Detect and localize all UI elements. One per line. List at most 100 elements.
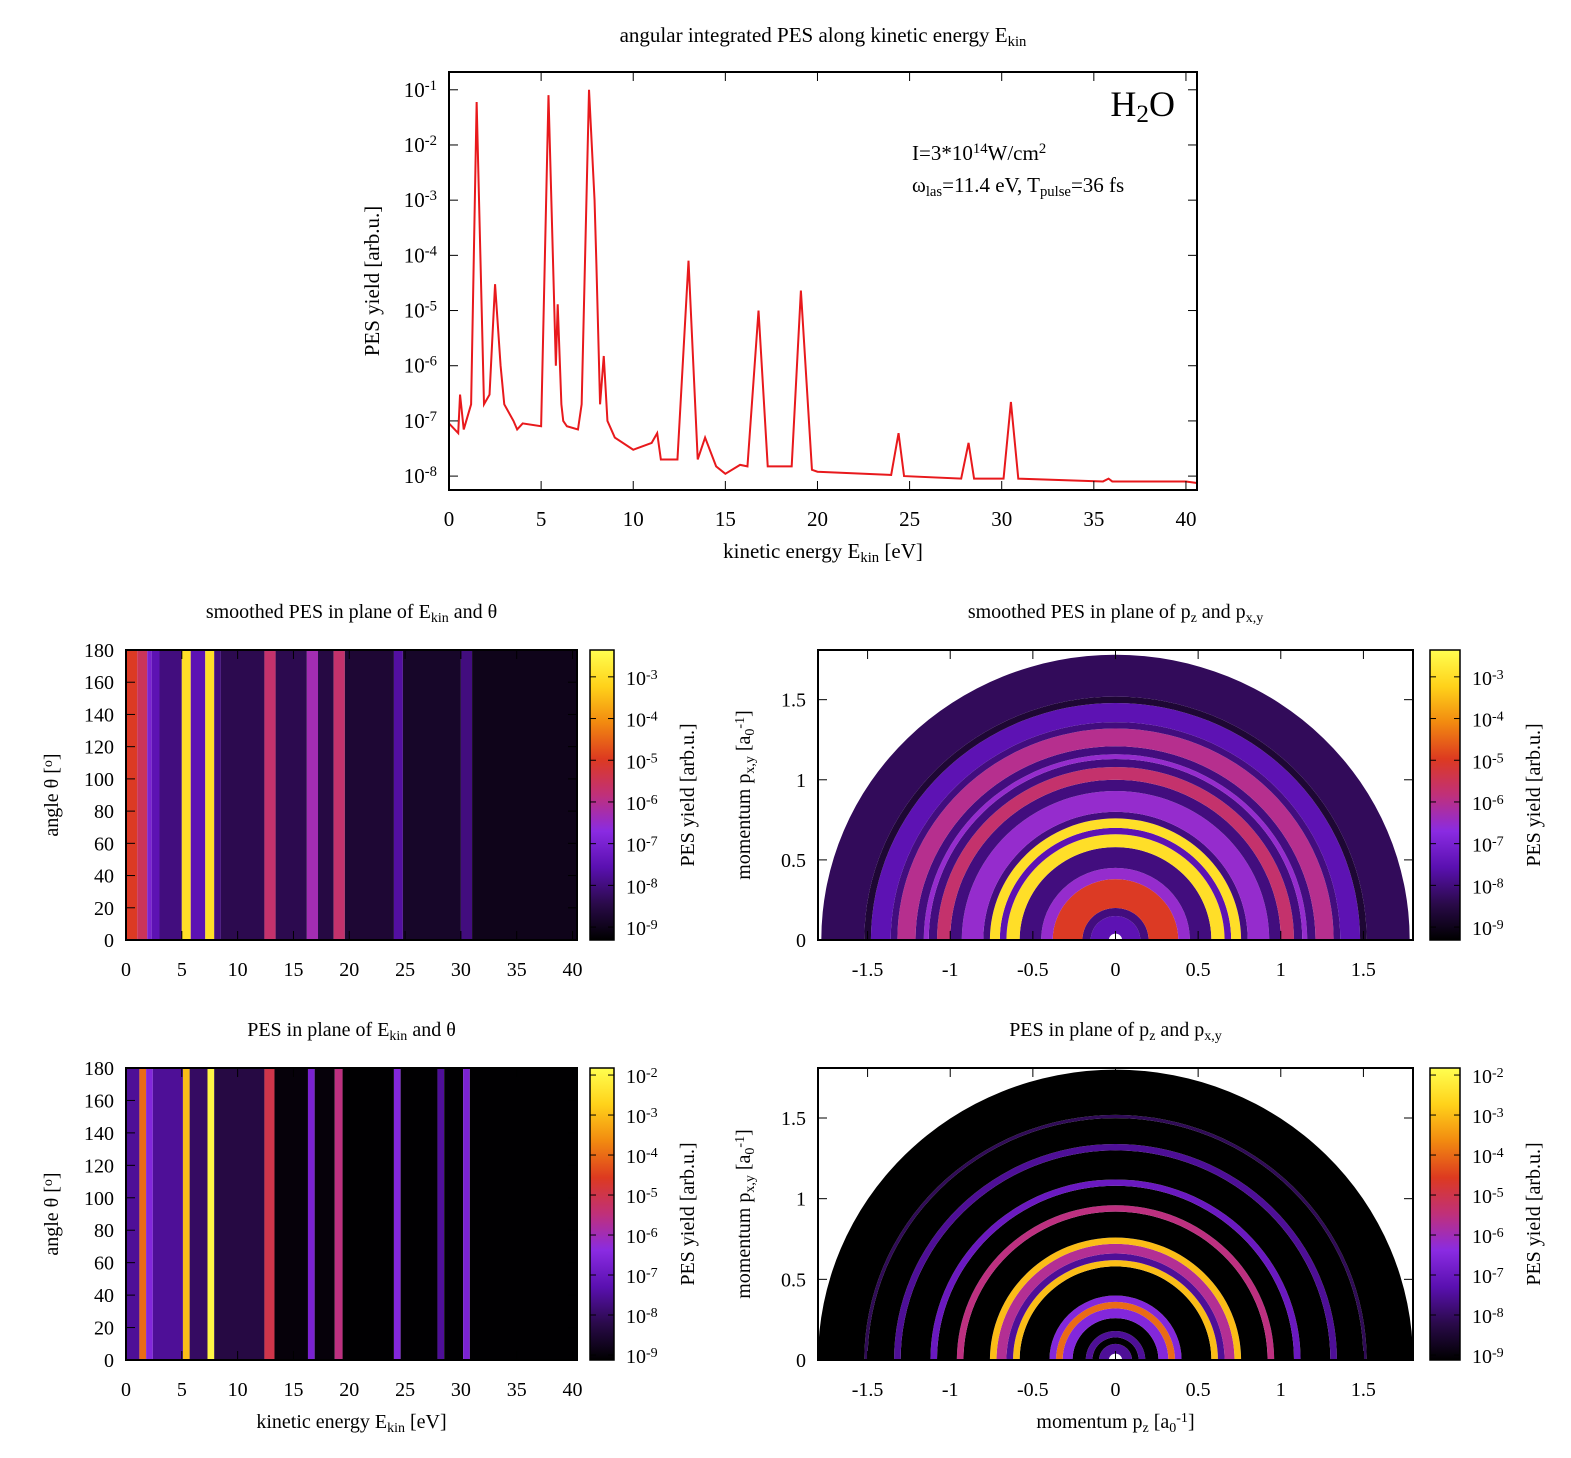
text-part: pulse: [1040, 184, 1071, 200]
heatmap-cell: [137, 650, 148, 940]
x-tick-label: 1.5: [1351, 959, 1376, 981]
text-part: -9: [1492, 918, 1504, 933]
x-axis-label: momentum pz [a0-1]: [1036, 1411, 1194, 1436]
text-part: las: [926, 184, 943, 200]
x-tick-label: 25: [899, 507, 920, 531]
text-part: -1: [425, 78, 437, 94]
ring: [900, 1150, 1331, 1360]
text-part: 10: [626, 668, 646, 690]
text-part: -8: [646, 1306, 658, 1321]
text-part: [a: [733, 735, 755, 756]
colorbar-tick-label: 10-3: [1472, 1106, 1504, 1128]
text-part: angle θ [: [41, 1186, 63, 1256]
panel: 0 5 10 15 20 25 30 35 4010-810-710-610-510-410-3…: [360, 23, 1198, 566]
ring: [1041, 867, 1190, 940]
text-part: 14: [973, 141, 988, 157]
text-part: -6: [1492, 1226, 1504, 1241]
text-part: 10: [1472, 751, 1492, 773]
heatmap-cell: [437, 1068, 445, 1360]
colorbar-tick-label: 10-2: [1472, 1066, 1504, 1088]
text-part: -7: [646, 834, 658, 849]
text-part: -5: [646, 751, 658, 766]
x-tick-label: -0.5: [1017, 1379, 1049, 1401]
heatmap-cell: [314, 1068, 335, 1360]
text-part: -3: [1492, 1106, 1504, 1121]
heatmap-cell: [205, 650, 215, 940]
text-part: H: [1110, 84, 1136, 124]
text-part: angular integrated PES along kinetic ene…: [620, 23, 1008, 47]
text-part: 10: [1472, 1266, 1492, 1288]
ring: [1019, 847, 1212, 940]
ring: [1049, 1295, 1182, 1360]
y-tick-label: 140: [84, 704, 114, 726]
text-part: -9: [646, 918, 658, 933]
text-part: -3: [425, 188, 437, 204]
ring: [1092, 1337, 1139, 1360]
heatmap-cell: [469, 1068, 577, 1360]
y-tick-label: 10-1: [404, 78, 437, 102]
x-tick-label: 35: [1083, 507, 1104, 531]
text-part: 10: [1472, 1226, 1492, 1248]
text-part: -8: [425, 464, 437, 480]
x-tick-label: 25: [395, 959, 415, 981]
x-tick-label: 30: [451, 1379, 471, 1401]
text-part: 10: [1472, 918, 1492, 940]
colorbar-tick-label: 10-9: [626, 1346, 658, 1368]
text-part: 10: [404, 299, 425, 323]
data-line: [448, 89, 1198, 484]
colorbar-tick-label: 10-6: [1472, 1226, 1504, 1248]
x-tick-label: 15: [283, 959, 303, 981]
heatmap-cell: [264, 650, 276, 940]
text-part: 2: [1136, 101, 1149, 128]
colorbar-tick-label: 10-6: [626, 793, 658, 815]
y-tick-label: 0.5: [781, 850, 806, 872]
text-part: kin: [389, 1029, 407, 1044]
y-tick-label: 1: [796, 770, 806, 792]
y-tick-label: 160: [84, 1090, 114, 1112]
text-part: -4: [646, 1146, 658, 1161]
colorbar-tick-label: 10-3: [1472, 668, 1504, 690]
colorbar: [1429, 649, 1461, 941]
heatmap-cell: [402, 650, 461, 940]
heatmap-cell: [207, 1068, 215, 1360]
text-part: 0: [743, 729, 758, 736]
y-tick-label: 10-3: [404, 188, 437, 212]
text-part: I=3*10: [912, 141, 973, 165]
ring: [961, 790, 1270, 940]
ring: [963, 1211, 1268, 1360]
text-part: and p: [1197, 601, 1246, 623]
heatmap-cell: [275, 650, 307, 940]
colorbar-tick-label: 10-2: [626, 1066, 658, 1088]
text-part: -2: [646, 1066, 658, 1081]
heatmap-cell: [393, 650, 403, 940]
heatmap-cell: [152, 1068, 183, 1360]
text-part: -4: [1492, 709, 1504, 724]
text-part: 10: [404, 243, 425, 267]
ring: [821, 654, 1410, 940]
ring: [1085, 1330, 1146, 1360]
x-tick-label: 1: [1276, 959, 1286, 981]
text-part: -7: [1492, 834, 1504, 849]
text-part: momentum p: [1036, 1411, 1142, 1433]
text-part: 10: [404, 409, 425, 433]
heatmap-cell: [306, 650, 319, 940]
heatmap-cell: [181, 650, 191, 940]
text-part: 10: [1472, 1066, 1492, 1088]
colorbar-tick-label: 10-4: [626, 709, 658, 731]
colorbar-tick-label: 10-4: [1472, 709, 1504, 731]
text-part: -2: [1492, 1066, 1504, 1081]
text-part: kin: [860, 550, 879, 566]
ring: [1056, 1301, 1175, 1360]
x-tick-label: 40: [1175, 507, 1196, 531]
y-tick-label: 20: [94, 1318, 114, 1340]
y-tick-label: 10-5: [404, 299, 437, 323]
y-tick-label: 140: [84, 1123, 114, 1145]
text-part: 10: [404, 354, 425, 378]
text-part: angle θ [: [41, 767, 63, 837]
text-part: ]: [41, 753, 63, 760]
colorbar-tick-label: 10-9: [1472, 1346, 1504, 1368]
panel: -1.5 -1 -0.5 0 0.5 1 1.5 0 0.5 1 1.5 smoothed PES i…: [733, 601, 1545, 981]
heatmap-cell: [214, 1068, 265, 1360]
text-part: kin: [431, 611, 449, 626]
x-tick-label: 1.5: [1351, 1379, 1376, 1401]
